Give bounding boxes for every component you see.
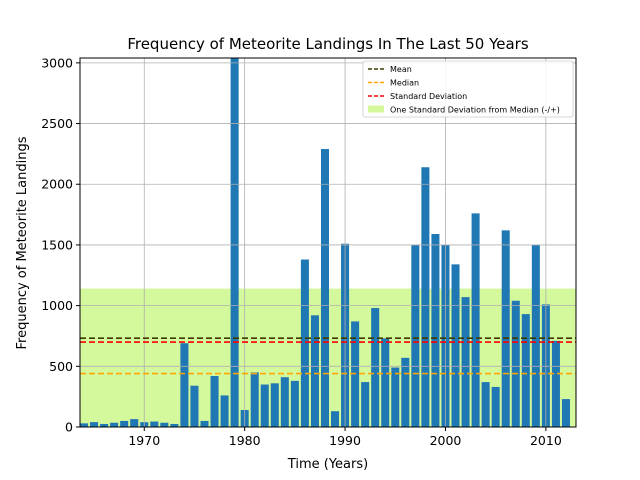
bar-1969	[130, 419, 139, 427]
bar-2003	[471, 213, 480, 427]
x-tick-label: 2010	[530, 433, 562, 448]
y-tick-label: 2500	[41, 116, 73, 131]
bar-1981	[250, 372, 259, 427]
chart-title: Frequency of Meteorite Landings In The L…	[127, 35, 529, 53]
bar-1993	[371, 308, 380, 427]
bar-1998	[421, 167, 430, 427]
bar-2008	[521, 314, 530, 427]
x-tick-label: 2000	[430, 433, 462, 448]
bar-2011	[551, 340, 560, 427]
bar-1974	[180, 343, 189, 427]
plot-inner	[80, 58, 576, 427]
x-tick-label: 1980	[229, 433, 261, 448]
bar-2006	[501, 230, 510, 427]
bar-2007	[511, 300, 520, 427]
legend-label: Median	[390, 79, 419, 88]
bar-1975	[190, 385, 199, 427]
bar-1987	[310, 315, 319, 427]
bar-1986	[300, 259, 309, 427]
bar-1996	[401, 357, 410, 427]
y-tick-label: 0	[65, 420, 73, 435]
x-tick-label: 1990	[329, 433, 361, 448]
bar-2001	[451, 264, 460, 427]
x-axis-label: Time (Years)	[287, 457, 368, 472]
bar-1976	[200, 420, 209, 427]
bar-1983	[270, 383, 279, 427]
y-tick-label: 2000	[41, 177, 73, 192]
bar-1965	[90, 422, 99, 427]
bar-1988	[320, 149, 330, 427]
bar-2002	[461, 297, 470, 427]
bar-1995	[391, 367, 400, 427]
bar-1982	[260, 384, 269, 427]
bar-1967	[110, 422, 119, 427]
legend-label: Standard Deviation	[390, 92, 467, 101]
bar-1999	[431, 234, 440, 427]
bar-1997	[411, 244, 420, 427]
bar-1989	[331, 411, 340, 427]
x-tick-label: 1970	[128, 433, 160, 448]
legend-label: One Standard Deviation from Median (-/+)	[390, 106, 560, 115]
bar-1984	[280, 377, 289, 427]
axes-frame	[79, 57, 577, 428]
legend: Mean Median Standard Deviation One Standard…	[362, 60, 574, 118]
bar-1977	[210, 376, 219, 427]
y-tick-label: 3000	[41, 55, 73, 70]
bar-2005	[491, 386, 500, 427]
bar-2004	[481, 382, 490, 427]
bar-1978	[220, 395, 229, 427]
bar-1973	[170, 423, 179, 427]
bar-1972	[160, 422, 169, 427]
bar-1992	[361, 382, 370, 427]
legend-swatch	[368, 105, 384, 113]
bar-1968	[120, 420, 129, 427]
y-tick-label: 1000	[41, 298, 73, 313]
bar-2012	[561, 399, 570, 427]
bar-1971	[150, 421, 159, 427]
y-tick-label: 500	[49, 359, 73, 374]
bar-1994	[381, 338, 390, 427]
bar-1979	[230, 58, 239, 427]
legend-label: Mean	[390, 65, 412, 74]
bar-1964	[80, 423, 89, 427]
legend-box	[362, 60, 574, 118]
plot-area: 1970 1980 1990 2000 2010 0 500 1000 1500 2000 2500…	[41, 55, 577, 448]
bar-2009	[531, 244, 540, 427]
y-tick-label: 1500	[41, 237, 73, 252]
bar-1966	[100, 423, 109, 427]
bar-1985	[290, 380, 299, 427]
y-axis-label: Frequency of Meteorite Landings	[15, 136, 30, 349]
